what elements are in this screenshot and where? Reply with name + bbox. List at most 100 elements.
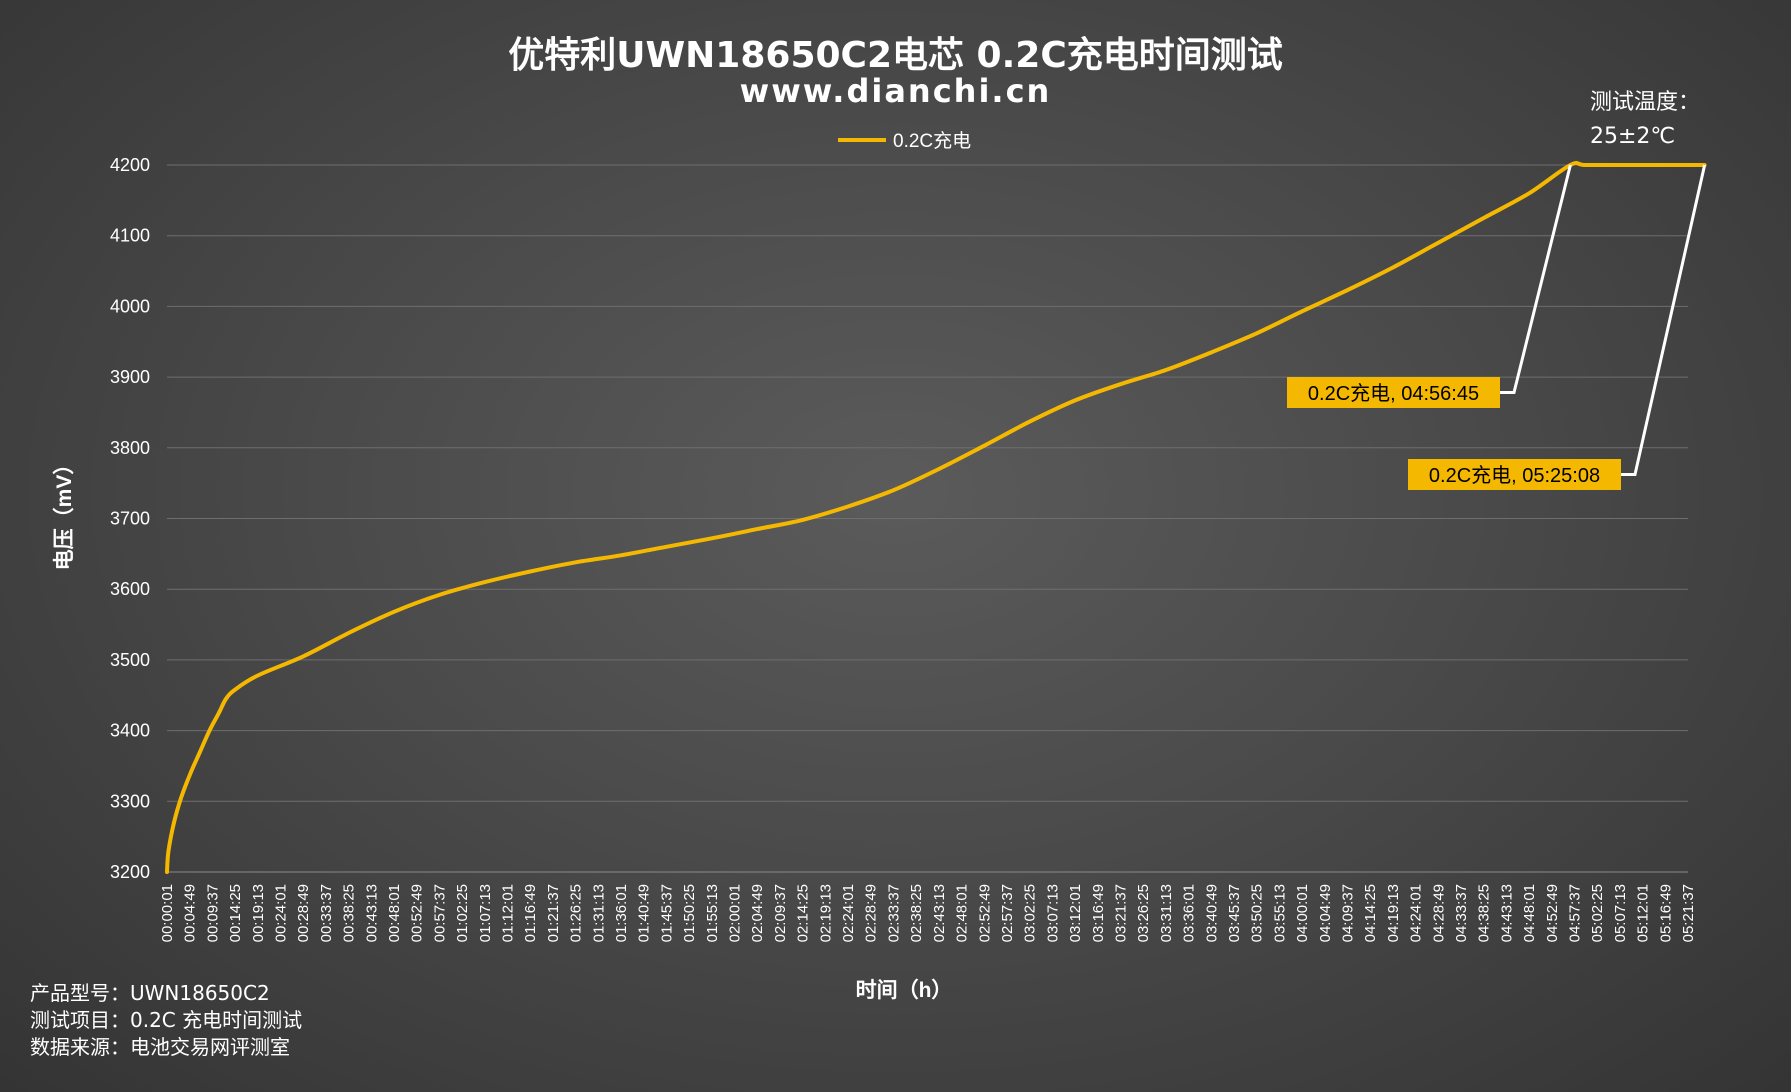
x-tick-label: 04:52:49 [1544,884,1561,942]
x-tick-label: 02:19:13 [817,884,834,942]
x-tick-label: 00:33:37 [318,884,335,942]
x-tick-label: 00:48:01 [386,884,403,942]
x-tick-label: 02:24:01 [840,884,857,942]
x-tick-label: 02:43:13 [931,884,948,942]
x-tick-label: 02:28:49 [863,884,880,942]
x-tick-label: 03:02:25 [1022,884,1039,942]
x-tick-label: 00:04:49 [182,884,199,942]
x-tick-label: 00:57:37 [431,884,448,942]
x-tick-label: 03:45:37 [1226,884,1243,942]
annotation-label: 0.2C充电, 05:25:08 [1429,464,1600,487]
grid-lines [167,164,1688,873]
y-tick-label: 3400 [110,721,150,741]
x-tick-label: 01:36:01 [613,884,630,942]
legend: 0.2C充电 [838,130,971,152]
x-tick-label: 04:33:37 [1453,884,1470,942]
x-tick-label: 05:21:37 [1680,884,1697,942]
x-tick-label: 03:07:13 [1044,884,1061,942]
x-tick-label: 04:43:13 [1498,884,1515,942]
y-axis-ticks: 3200 3300 3400 3500 3600 3700 3800 3900 4000 4100… [110,155,150,882]
x-tick-label: 03:36:01 [1181,884,1198,942]
x-tick-label: 00:19:13 [250,884,267,942]
x-axis-ticks: 00:00:01 00:04:49 00:09:37 00:14:25 00:19:13… [159,884,1697,942]
x-tick-label: 05:12:01 [1635,884,1652,942]
footer-model: 产品型号：UWN18650C2 [30,981,270,1005]
x-tick-label: 00:09:37 [204,884,221,942]
x-tick-label: 01:16:49 [522,884,539,942]
x-tick-label: 02:38:25 [908,884,925,942]
x-tick-label: 04:28:49 [1430,884,1447,942]
x-tick-label: 04:00:01 [1294,884,1311,942]
x-tick-label: 02:04:49 [749,884,766,942]
annotation-box [1287,377,1500,408]
test-temperature-value: 25±2℃ [1590,124,1676,149]
x-tick-label: 03:16:49 [1090,884,1107,942]
x-tick-label: 04:24:01 [1408,884,1425,942]
x-tick-label: 05:16:49 [1657,884,1674,942]
x-tick-label: 01:26:25 [568,884,585,942]
y-tick-label: 4200 [110,155,150,175]
y-tick-label: 3700 [110,509,150,529]
x-tick-label: 02:14:25 [795,884,812,942]
chart-subtitle: www.dianchi.cn [739,72,1052,110]
annotation-layer: 0.2C充电, 04:56:45 0.2C充电, 05:25:08 [1287,164,1707,490]
test-temperature: 测试温度： 25±2℃ [1590,86,1700,154]
x-tick-label: 03:21:37 [1112,884,1129,942]
x-tick-label: 01:21:37 [545,884,562,942]
x-tick-label: 02:52:49 [976,884,993,942]
series-line [165,160,1707,874]
chart-title: 优特利UWN18650C2电芯 0.2C充电时间测试 [508,35,1283,76]
x-tick-label: 02:09:37 [772,884,789,942]
annotation-box [1408,459,1621,490]
x-tick-label: 03:12:01 [1067,884,1084,942]
test-temperature-label: 测试温度： [1590,90,1701,115]
x-tick-label: 00:00:01 [159,884,176,942]
x-tick-label: 04:57:37 [1566,884,1583,942]
x-tick-label: 04:04:49 [1317,884,1334,942]
x-tick-label: 01:40:49 [636,884,653,942]
x-tick-label: 03:55:13 [1271,884,1288,942]
x-tick-label: 02:33:37 [885,884,902,942]
x-tick-label: 01:07:13 [477,884,494,942]
x-tick-label: 04:09:37 [1339,884,1356,942]
x-tick-label: 04:48:01 [1521,884,1538,942]
x-tick-label: 01:45:37 [658,884,675,942]
y-tick-label: 3200 [110,862,150,882]
x-tick-label: 05:07:13 [1612,884,1629,942]
x-tick-label: 03:26:25 [1135,884,1152,942]
y-tick-label: 3800 [110,438,150,458]
y-tick-label: 3600 [110,579,150,599]
annotation-leader [1500,164,1572,394]
x-tick-label: 04:38:25 [1476,884,1493,942]
x-tick-label: 03:40:49 [1203,884,1220,942]
x-tick-label: 01:50:25 [681,884,698,942]
x-tick-label: 01:55:13 [704,884,721,942]
x-tick-label: 01:02:25 [454,884,471,942]
x-tick-label: 00:14:25 [227,884,244,942]
y-tick-label: 3900 [110,367,150,387]
legend-label: 0.2C充电 [893,130,971,152]
x-tick-label: 00:28:49 [295,884,312,942]
y-tick-label: 4100 [110,226,150,246]
footer-info: 产品型号：UWN18650C2 测试项目：0.2C 充电时间测试 数据来源：电池… [30,980,302,1061]
footer-source: 数据来源：电池交易网评测室 [30,1035,290,1059]
y-tick-label: 4000 [110,296,150,316]
y-tick-label: 3500 [110,650,150,670]
x-tick-label: 00:38:25 [341,884,358,942]
x-tick-label: 05:02:25 [1589,884,1606,942]
y-tick-label: 3300 [110,791,150,811]
annotation-leader [1621,164,1707,476]
x-tick-label: 01:31:13 [590,884,607,942]
y-axis-label: 电压（mV） [52,454,76,571]
x-tick-label: 03:50:25 [1249,884,1266,942]
x-tick-label: 01:12:01 [500,884,517,942]
x-tick-label: 02:48:01 [954,884,971,942]
x-tick-label: 02:57:37 [999,884,1016,942]
x-tick-label: 00:24:01 [273,884,290,942]
x-tick-label: 00:52:49 [409,884,426,942]
annotation-label: 0.2C充电, 04:56:45 [1308,382,1479,405]
series-layer [165,160,1707,874]
x-axis-label: 时间（h） [856,978,953,1002]
x-tick-label: 04:14:25 [1362,884,1379,942]
